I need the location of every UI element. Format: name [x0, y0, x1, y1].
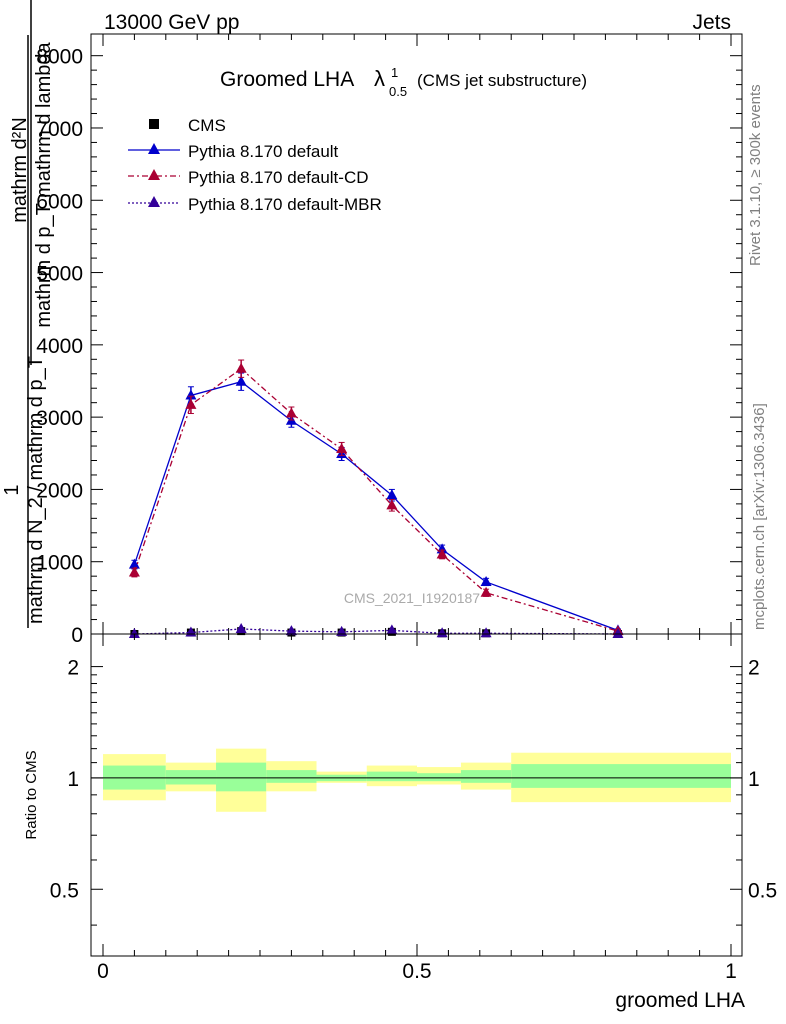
y-label-prefix: 1	[1, 484, 23, 495]
legend-marker	[148, 143, 160, 154]
data-point	[235, 362, 247, 373]
x-axis-label: groomed LHA	[615, 989, 745, 1012]
data-point	[128, 558, 140, 569]
ratio-y-tick-label: 0.5	[50, 879, 79, 902]
main-axes: 0 1000 2000 3000 4000 5000 6000 7000 8000	[36, 33, 743, 647]
x-tick-label: 0.5	[402, 960, 431, 983]
chart-title: Groomed LHA λ 1 0.5 (CMS jet substructure)	[220, 65, 587, 99]
chart-title-superscript: 1	[391, 65, 398, 80]
y-tick-label: 1000	[36, 552, 83, 575]
x-tick-label: 1	[725, 960, 737, 983]
mcplots-label: mcplots.cern.ch [arXiv:1306.3436]	[751, 403, 768, 630]
y-tick-label: 4000	[36, 335, 83, 358]
legend-label: CMS	[188, 116, 226, 135]
chart-title-symbol: λ	[374, 66, 385, 91]
ratio-y-tick-label-right: 1	[748, 768, 760, 791]
data-point	[336, 625, 348, 636]
chart-title-note: (CMS jet substructure)	[417, 71, 587, 90]
main-y-axis-label: mathrm d²N mathrm d p_T mathrm d lambda 1 m…	[1, 0, 55, 628]
main-series	[128, 359, 624, 638]
ratio-band-inner	[511, 764, 731, 788]
legend: CMS Pythia 8.170 default Pythia 8.170 defa…	[128, 116, 382, 214]
data-point	[336, 442, 348, 453]
data-point	[436, 548, 448, 559]
data-point	[480, 627, 492, 638]
y-label-denominator: mathrm d p_T mathrm d lambda	[33, 41, 55, 327]
ratio-y-tick-label: 1	[67, 768, 79, 791]
ratio-band-inner	[417, 773, 461, 782]
ratio-y-tick-label-right: 0.5	[748, 879, 777, 902]
y-label-numerator: mathrm d²N	[9, 117, 31, 223]
y-tick-label: 6000	[36, 190, 83, 213]
data-point	[128, 628, 140, 638]
ratio-band-inner	[366, 771, 417, 782]
chart-title-subscript: 0.5	[389, 84, 407, 99]
ratio-bands	[91, 748, 742, 812]
data-point	[386, 624, 398, 635]
data-point	[285, 407, 297, 418]
legend-marker	[148, 169, 160, 180]
ratio-axes: 0.5 0.5 1 1 2 2 0 0.5 1	[50, 633, 777, 983]
y-tick-label: 7000	[36, 118, 83, 141]
y-tick-label: 0	[71, 624, 83, 647]
data-point	[285, 625, 297, 636]
rivet-label: Rivet 3.1.10, ≥ 300k events	[747, 84, 764, 266]
chart-title-text: Groomed LHA	[220, 68, 354, 91]
legend-label: Pythia 8.170 default	[188, 142, 339, 161]
x-tick-label: 0	[97, 960, 109, 983]
y-tick-label: 5000	[36, 263, 83, 286]
legend-label: Pythia 8.170 default-MBR	[188, 195, 382, 214]
data-point	[185, 398, 197, 409]
header-right: Jets	[692, 11, 731, 34]
data-point	[480, 575, 492, 586]
data-point	[185, 389, 197, 400]
ratio-band-inner	[266, 770, 317, 783]
data-point	[235, 375, 247, 386]
ratio-band-inner	[460, 770, 512, 783]
data-point	[235, 622, 247, 633]
ratio-band-inner	[165, 770, 217, 785]
y-label-group: mathrm d²N mathrm d p_T mathrm d lambda 1 m…	[1, 0, 55, 628]
y-label-prefix-denominator: mathrm d N_2 / mathrm d p_T	[25, 356, 47, 624]
data-point	[480, 586, 492, 597]
legend-marker	[148, 196, 160, 207]
series-line	[134, 628, 618, 635]
ratio-y-tick-label-right: 2	[748, 657, 760, 680]
legend-marker	[149, 119, 159, 129]
data-point	[436, 627, 448, 638]
header-left: 13000 GeV pp	[104, 11, 239, 34]
ratio-y-axis-label: Ratio to CMS	[23, 750, 40, 839]
data-point	[386, 499, 398, 510]
y-tick-label: 2000	[36, 479, 83, 502]
data-point	[386, 489, 398, 500]
ratio-y-tick-label: 2	[67, 657, 79, 680]
ratio-band-inner	[216, 762, 267, 792]
data-point	[612, 628, 624, 638]
legend-label: Pythia 8.170 default-CD	[188, 168, 369, 187]
data-point	[128, 566, 140, 577]
y-tick-label: 3000	[36, 407, 83, 430]
y-tick-label: 8000	[36, 46, 83, 69]
watermark: CMS_2021_I1920187	[344, 590, 480, 606]
